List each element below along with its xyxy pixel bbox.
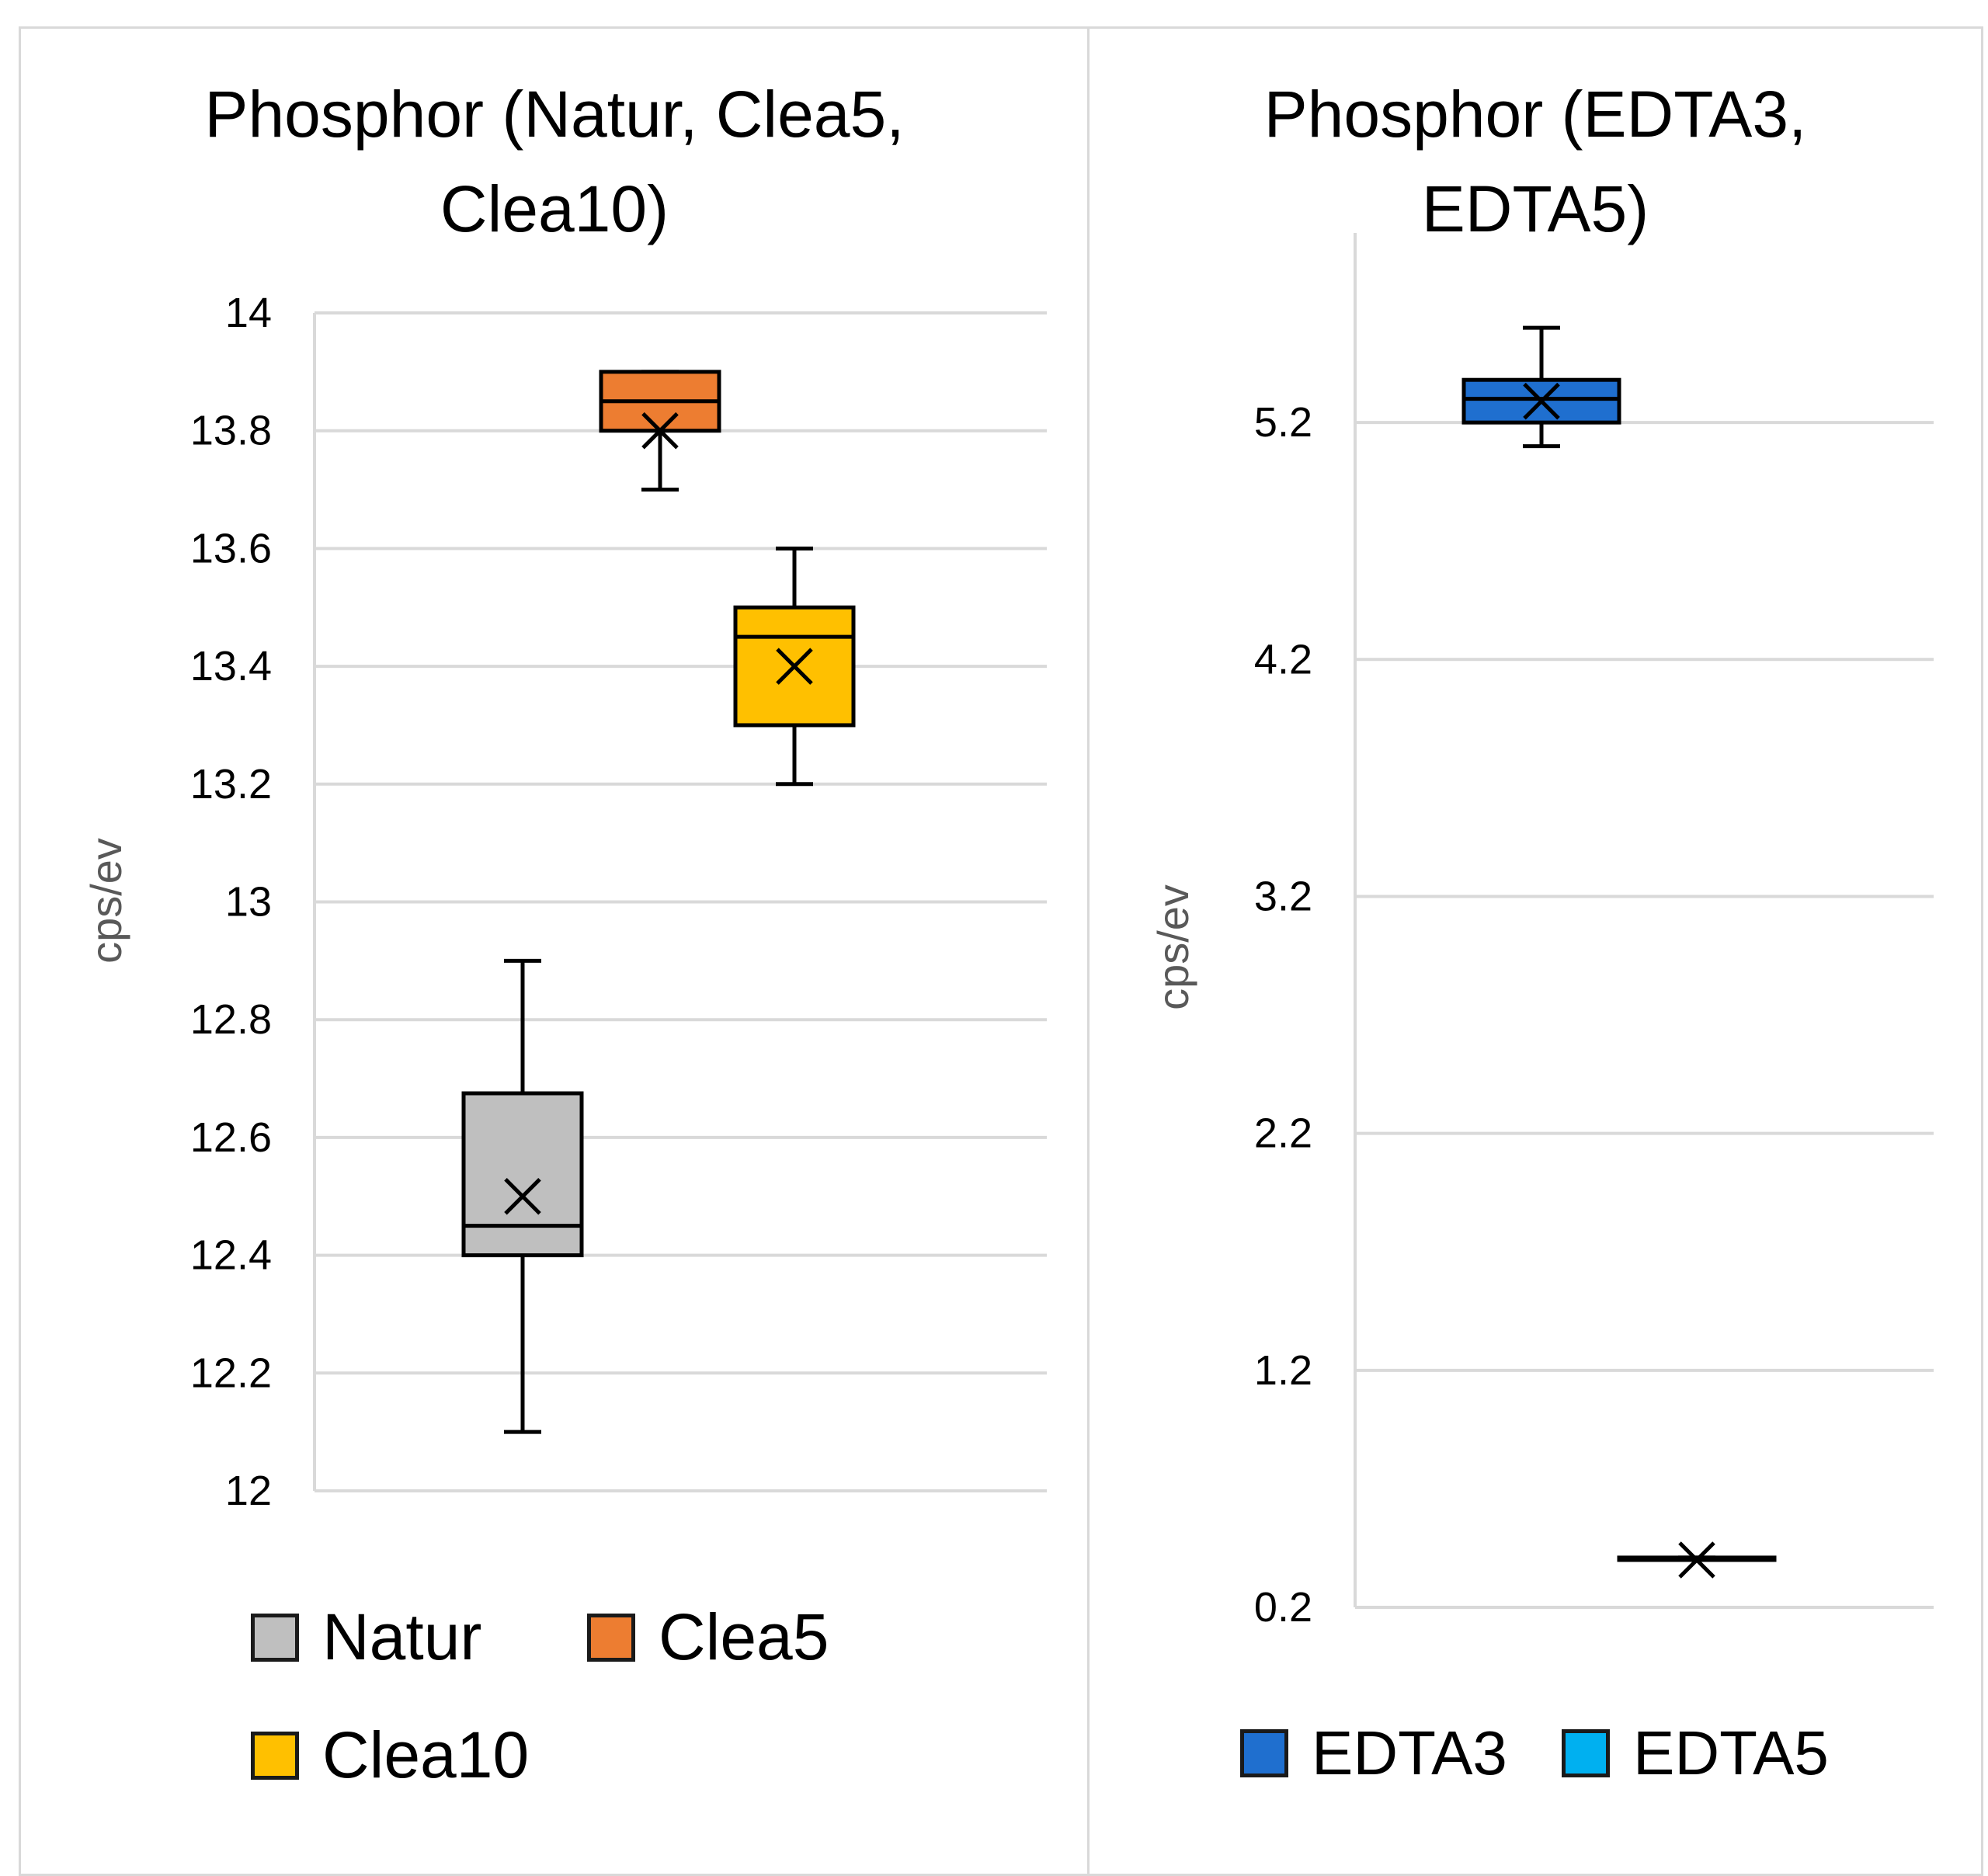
box-edta5 — [1617, 1541, 1777, 1579]
plot-area-right: 0.2 1.2 2.2 3.2 4.2 5.2 cps/ev — [1149, 233, 1934, 1631]
chart-title-right-text: Phosphor (EDTA3, EDTA5) — [1263, 78, 1807, 245]
box-edta3 — [1461, 325, 1621, 449]
y-tick-label: 3.2 — [1254, 873, 1312, 919]
y-axis-label: cps/ev — [82, 838, 130, 964]
box-clea5 — [599, 370, 721, 492]
y-tick-label: 12.4 — [190, 1232, 272, 1279]
y-tick-label: 1.2 — [1254, 1347, 1312, 1394]
y-tick-label: 12.8 — [190, 996, 272, 1043]
legend-item-clea10: Clea10 — [251, 1718, 529, 1793]
chart-panel-right — [1087, 26, 1983, 1876]
legend-label: EDTA5 — [1633, 1718, 1829, 1787]
y-tick-label: 13.8 — [190, 408, 272, 454]
legend-swatch — [1240, 1729, 1288, 1777]
chart-title-right: Phosphor (EDTA3, EDTA5) — [1087, 67, 1983, 256]
y-axis-label: cps/ev — [1149, 884, 1197, 1010]
y-tick-label: 13 — [225, 879, 272, 926]
legend-swatch — [587, 1613, 635, 1662]
mean-marker — [1523, 382, 1560, 420]
y-tick-label: 13.6 — [190, 525, 272, 571]
chart-title-left: Phosphor (Natur, Clea5, Clea10) — [19, 67, 1090, 256]
mean-marker — [776, 648, 813, 685]
legend-swatch — [1562, 1729, 1610, 1777]
y-tick-label: 5.2 — [1254, 399, 1312, 446]
y-tick-label: 12.6 — [190, 1114, 272, 1161]
box-natur — [461, 958, 584, 1434]
legend-label: Clea10 — [322, 1718, 530, 1791]
y-tick-label: 0.2 — [1254, 1584, 1312, 1631]
legend-item-natur: Natur — [251, 1600, 481, 1675]
legend-item-edta3: EDTA3 — [1240, 1718, 1507, 1789]
plot-area-left: 12 12.2 12.4 12.6 12.8 13 13.2 13.4 13.6 13.8 14 cp… — [82, 290, 1047, 1514]
chart-title-left-text: Phosphor (Natur, Clea5, Clea10) — [204, 78, 905, 245]
y-tick-label: 2.2 — [1254, 1110, 1312, 1157]
mean-marker — [1678, 1541, 1715, 1579]
y-tick-label: 12.2 — [190, 1350, 272, 1396]
y-tick-label: 12 — [225, 1468, 272, 1514]
box-iqr — [461, 1091, 584, 1258]
legend-label: Clea5 — [659, 1600, 829, 1673]
box-clea10 — [733, 546, 856, 787]
box-iqr — [1461, 377, 1621, 425]
y-tick-label: 14 — [225, 290, 272, 336]
legend-item-edta5: EDTA5 — [1562, 1718, 1829, 1789]
chart-panel-left — [19, 26, 1090, 1876]
mean-marker — [641, 412, 679, 450]
y-tick-label: 13.2 — [190, 761, 272, 808]
legend-swatch — [251, 1731, 299, 1780]
legend-label: Natur — [322, 1600, 482, 1673]
y-tick-label: 4.2 — [1254, 636, 1312, 683]
legend-label: EDTA3 — [1312, 1718, 1507, 1787]
y-tick-label: 13.4 — [190, 643, 272, 690]
legend-item-clea5: Clea5 — [587, 1600, 829, 1675]
mean-marker — [504, 1177, 541, 1215]
legend-swatch — [251, 1613, 299, 1662]
